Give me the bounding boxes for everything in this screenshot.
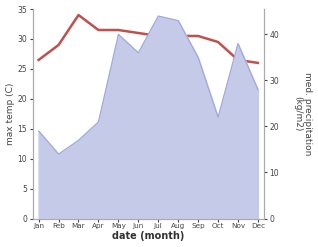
X-axis label: date (month): date (month) xyxy=(112,231,184,242)
Y-axis label: max temp (C): max temp (C) xyxy=(5,82,15,145)
Y-axis label: med. precipitation
(kg/m2): med. precipitation (kg/m2) xyxy=(293,72,313,155)
